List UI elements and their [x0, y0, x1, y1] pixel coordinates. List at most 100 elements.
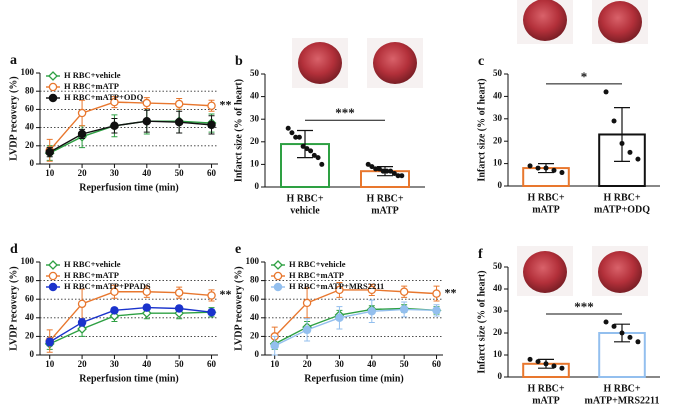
series-line: [49, 311, 212, 345]
data-point: [319, 161, 325, 167]
x-tick-label: 20: [78, 359, 88, 369]
significance: ***: [335, 105, 355, 120]
legend-marker: [273, 271, 283, 281]
marker: [142, 287, 152, 297]
marker: [399, 305, 409, 314]
data-point: [311, 152, 317, 158]
y-tick-label: 100: [21, 256, 35, 266]
y-tick-label: 80: [25, 85, 35, 95]
marker: [77, 318, 87, 327]
data-point: [611, 323, 617, 329]
data-point: [603, 89, 609, 95]
marker: [302, 298, 312, 308]
panel-label: e: [235, 242, 241, 257]
y-tick-label: 40: [25, 312, 35, 322]
y-tick-label: 20: [493, 135, 503, 145]
x-tick-label: 10: [270, 359, 280, 369]
heart: [523, 251, 567, 293]
marker: [77, 324, 87, 334]
y-tick-label: 80: [250, 275, 260, 285]
x-tick-label: mATP: [532, 395, 560, 406]
marker: [110, 287, 119, 297]
data-point: [635, 339, 641, 345]
significance: **: [220, 98, 232, 112]
data-point: [373, 166, 379, 172]
marker: [110, 306, 119, 315]
x-tick-label: 60: [432, 359, 442, 369]
y-tick-label: 20: [493, 327, 503, 337]
marker: [432, 306, 441, 315]
x-tick-label: 20: [303, 359, 313, 369]
y-tick-label: 60: [25, 103, 35, 113]
marker: [207, 120, 216, 130]
marker: [45, 147, 54, 157]
error-bar: [377, 166, 393, 177]
marker: [174, 304, 184, 313]
y-tick-label: 40: [493, 90, 503, 100]
legend-marker: [48, 93, 58, 103]
x-tick-label: 40: [367, 359, 377, 369]
y-tick-label: 40: [250, 91, 260, 101]
y-tick-label: 50: [493, 261, 503, 271]
x-tick-label: vehicle: [290, 205, 320, 216]
marker: [77, 299, 87, 309]
y-tick-label: 20: [25, 140, 35, 150]
x-axis-title: Reperfusion time (min): [79, 373, 178, 384]
data-point: [399, 173, 405, 179]
data-point: [559, 365, 565, 371]
y-tick-label: 0: [498, 371, 503, 381]
data-point: [304, 146, 310, 152]
marker: [110, 97, 119, 107]
legend-marker: [273, 260, 283, 270]
y-tick-label: 0: [255, 349, 260, 359]
x-axis-title: Reperfusion time (min): [79, 182, 178, 193]
x-tick-label: mATP+MRS2211: [585, 395, 660, 406]
marker: [432, 289, 441, 298]
y-tick-label: 40: [493, 283, 503, 293]
legend-label: H RBC+mATP+PPADS: [64, 281, 151, 291]
x-tick-label: 10: [45, 359, 55, 369]
data-point: [527, 356, 533, 362]
x-tick-label: H RBC+: [603, 192, 640, 203]
marker: [142, 116, 152, 126]
data-point: [627, 149, 633, 155]
y-tick-label: 10: [493, 349, 503, 359]
y-tick-label: 20: [250, 330, 260, 340]
marker: [302, 325, 312, 335]
legend-label: H RBC+vehicle: [64, 259, 121, 269]
y-tick-label: 10: [493, 158, 503, 168]
panel-label: c: [478, 54, 484, 69]
x-axis-title: Reperfusion time (min): [304, 373, 403, 384]
error-bar: [538, 163, 554, 174]
y-tick-label: 10: [250, 158, 260, 168]
marker: [367, 307, 377, 316]
data-point: [308, 148, 314, 154]
legend-label: H RBC+vehicle: [289, 259, 346, 269]
x-tick-label: H RBC+: [286, 193, 323, 204]
heart: [598, 1, 642, 43]
y-axis-title: LVDP recovery (%): [233, 266, 244, 350]
x-tick-label: 50: [175, 359, 185, 369]
x-tick-label: 50: [175, 168, 185, 178]
y-tick-label: 100: [246, 256, 260, 266]
series-line: [49, 306, 212, 343]
data-point: [289, 130, 295, 136]
marker: [270, 341, 279, 350]
data-point: [395, 173, 401, 179]
x-tick-label: 60: [207, 168, 217, 178]
y-tick-label: 50: [493, 68, 503, 78]
y-tick-label: 30: [250, 113, 260, 123]
marker: [207, 291, 216, 300]
legend-label: H RBC+mATP: [289, 270, 344, 280]
data-point: [296, 134, 302, 140]
series-line: [49, 101, 212, 151]
y-tick-label: 40: [250, 312, 260, 322]
heart: [598, 251, 642, 293]
data-point: [388, 168, 394, 174]
data-point: [376, 166, 382, 172]
data-point: [315, 155, 321, 161]
x-tick-label: 50: [400, 359, 410, 369]
x-tick-label: 40: [142, 359, 152, 369]
marker: [335, 313, 344, 323]
